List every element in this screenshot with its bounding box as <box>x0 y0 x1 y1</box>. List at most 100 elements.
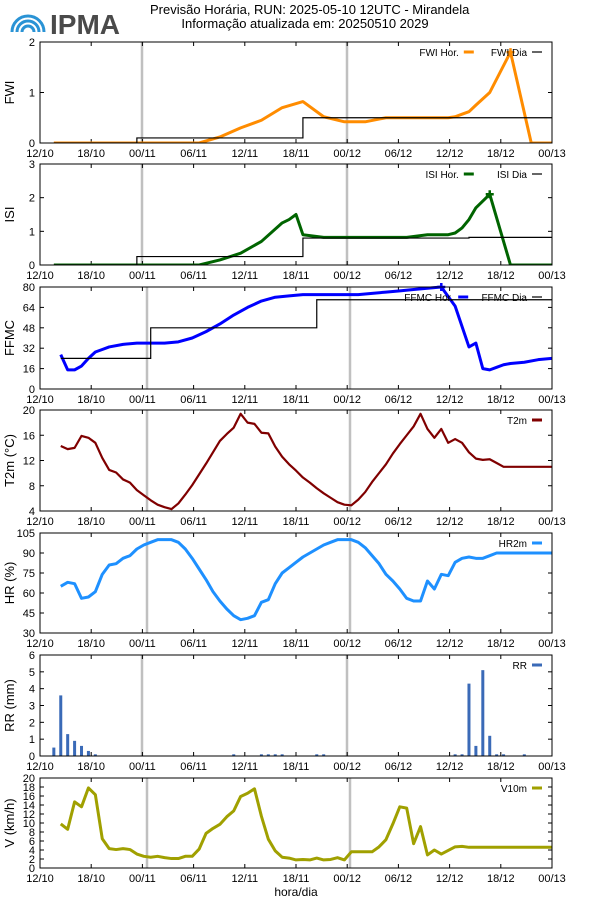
x-tick-label: 00/11 <box>129 638 156 650</box>
x-tick-label: 18/11 <box>283 394 310 406</box>
x-tick-label: 06/12 <box>385 761 413 773</box>
x-tick-label: 00/12 <box>333 638 361 650</box>
y-tick-label: 8 <box>29 827 35 839</box>
x-tick-label: 12/11 <box>231 873 258 885</box>
legend-label: T2m <box>507 416 527 427</box>
x-tick-label: 00/11 <box>129 394 156 406</box>
x-tick-label: 12/10 <box>26 638 54 650</box>
legend-label: FWI Hor. <box>419 48 458 59</box>
rain-bar <box>481 670 485 756</box>
x-tick-label: 00/12 <box>333 761 361 773</box>
x-tick-label: 06/11 <box>180 270 207 282</box>
isi-line <box>53 192 552 265</box>
x-tick-label: 12/12 <box>436 394 464 406</box>
y-tick-label: 0 <box>29 260 35 272</box>
series-group <box>60 412 552 511</box>
y-tick-label: 1 <box>29 88 35 100</box>
panel-ffmc <box>39 283 553 390</box>
panel-fwi <box>39 41 553 144</box>
x-tick-label: 12/11 <box>231 516 258 528</box>
x-tick-label: 00/11 <box>129 516 156 528</box>
y-tick-label: 12 <box>23 809 35 821</box>
rain-bar <box>460 754 464 756</box>
x-tick-label: 00/11 <box>129 148 156 160</box>
legend-label: V10m <box>501 784 527 795</box>
y-axis-label: FFMC <box>2 320 17 356</box>
rain-bar <box>315 754 319 756</box>
x-tick-label: 18/10 <box>77 638 105 650</box>
y-tick-label: 3 <box>29 701 35 713</box>
x-tick-label: 18/12 <box>487 516 515 528</box>
y-tick-label: 10 <box>23 818 35 830</box>
y-tick-label: 1 <box>29 226 35 238</box>
x-tick-label: 12/12 <box>436 516 464 528</box>
x-tick-label: 00/13 <box>538 761 566 773</box>
y-tick-label: 3 <box>29 159 35 171</box>
y-tick-label: 60 <box>23 588 35 600</box>
y-tick-label: 16 <box>23 364 35 376</box>
x-tick-label: 00/12 <box>333 148 361 160</box>
rain-bar <box>73 740 77 756</box>
x-tick-label: 12/11 <box>231 638 258 650</box>
x-tick-label: 06/11 <box>180 516 207 528</box>
series-group <box>59 283 552 372</box>
x-tick-label: 18/11 <box>283 148 310 160</box>
panel-isi <box>39 163 553 266</box>
x-tick-label: 06/12 <box>385 638 413 650</box>
rain-bar <box>86 750 90 756</box>
x-tick-label: 06/12 <box>385 516 413 528</box>
legend-label: RR <box>513 661 527 672</box>
x-tick-label: 06/11 <box>180 761 207 773</box>
panel-v10m <box>39 777 553 869</box>
y-tick-label: 4 <box>29 845 35 857</box>
x-tick-label: 06/11 <box>180 148 207 160</box>
x-tick-label: 06/11 <box>180 873 207 885</box>
rain-bar <box>474 745 478 756</box>
x-tick-label: 00/11 <box>129 270 156 282</box>
plot-frame <box>39 777 553 869</box>
y-tick-label: 30 <box>23 628 35 640</box>
ffmc-line <box>59 285 552 372</box>
y-axis-label: ISI <box>2 207 17 223</box>
y-tick-label: 18 <box>23 782 35 794</box>
page-title: Previsão Horária, RUN: 2025-05-10 12UTC … <box>150 2 470 31</box>
plot-frame <box>39 286 553 390</box>
x-tick-label: 18/11 <box>283 516 310 528</box>
x-tick-label: 18/11 <box>283 270 310 282</box>
rain-bar <box>322 754 326 756</box>
brand-text: IPMA <box>50 9 120 40</box>
v10m-line <box>59 786 552 862</box>
header: IPMA Previsão Horária, RUN: 2025-05-10 1… <box>0 0 600 42</box>
rain-bar <box>522 754 526 756</box>
rain-bar <box>80 745 84 756</box>
y-tick-label: 0 <box>29 751 35 763</box>
legend-label: ISI Dia <box>497 170 527 181</box>
y-tick-label: 16 <box>23 791 35 803</box>
x-tick-label: 18/10 <box>77 148 105 160</box>
x-tick-label: 12/12 <box>436 873 464 885</box>
x-tick-label: 06/12 <box>385 394 413 406</box>
rain-bar <box>266 754 270 756</box>
x-tick-label: 06/12 <box>385 148 413 160</box>
series-group <box>52 670 526 756</box>
y-axis-label: RR (mm) <box>2 679 17 732</box>
daily-step-line <box>53 236 552 265</box>
y-tick-label: 2 <box>29 717 35 729</box>
x-tick-label: 12/12 <box>436 270 464 282</box>
x-tick-label: 00/12 <box>333 873 361 885</box>
x-tick-label: 18/12 <box>487 873 515 885</box>
x-tick-label: 12/12 <box>436 761 464 773</box>
y-tick-label: 32 <box>23 343 35 355</box>
x-tick-label: 12/10 <box>26 873 54 885</box>
x-tick-label: 12/10 <box>26 148 54 160</box>
title-line-2: Informação atualizada em: 20250510 2029 <box>181 16 429 31</box>
y-axis-label: HR (%) <box>2 562 17 605</box>
x-tick-label: 06/11 <box>180 638 207 650</box>
x-tick-label: 00/13 <box>538 873 566 885</box>
title-line-1: Previsão Horária, RUN: 2025-05-10 12UTC … <box>150 2 470 17</box>
legend-label: FWI Dia <box>491 48 528 59</box>
x-tick-label: 18/11 <box>283 761 310 773</box>
y-tick-label: 12 <box>23 456 35 468</box>
x-tick-label: 00/11 <box>129 761 156 773</box>
